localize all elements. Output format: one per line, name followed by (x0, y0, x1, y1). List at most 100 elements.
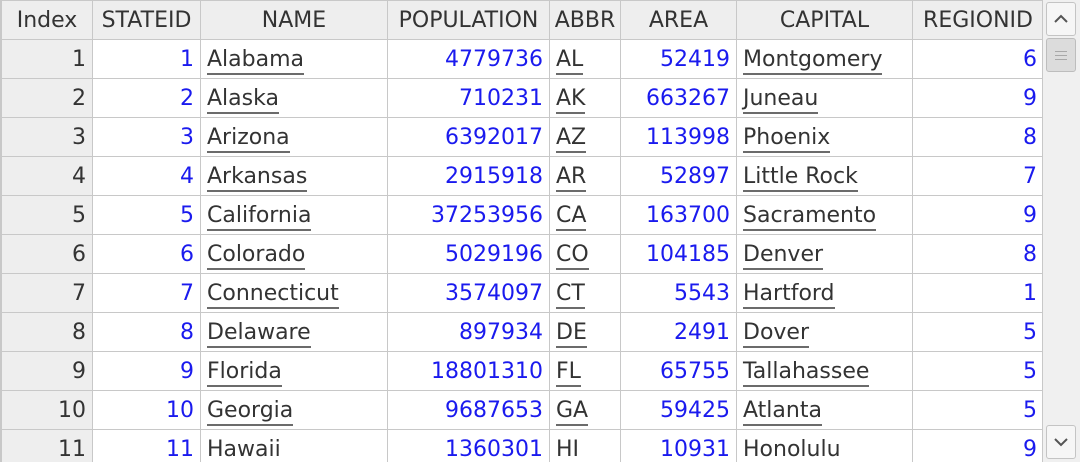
cell-index[interactable]: 11 (1, 429, 93, 462)
cell-population[interactable]: 9687653 (387, 390, 550, 430)
cell-abbr[interactable]: HI (549, 429, 621, 462)
cell-area[interactable]: 113998 (620, 117, 737, 157)
cell-index[interactable]: 7 (1, 273, 93, 313)
cell-regionid[interactable]: 8 (912, 234, 1043, 274)
cell-stateid[interactable]: 3 (92, 117, 201, 157)
cell-stateid[interactable]: 11 (92, 429, 201, 462)
cell-abbr[interactable]: AK (549, 78, 621, 118)
cell-population[interactable]: 6392017 (387, 117, 550, 157)
table-row[interactable]: 7 7 Connecticut 3574097 CT 5543 Hartford 1 (1, 273, 1043, 313)
cell-population[interactable]: 710231 (387, 78, 550, 118)
cell-population[interactable]: 5029196 (387, 234, 550, 274)
column-header-stateid[interactable]: STATEID (92, 0, 201, 40)
cell-regionid[interactable]: 9 (912, 429, 1043, 462)
table-row[interactable]: 3 3 Arizona 6392017 AZ 113998 Phoenix 8 (1, 117, 1043, 157)
cell-abbr[interactable]: CA (549, 195, 621, 235)
cell-population[interactable]: 2915918 (387, 156, 550, 196)
cell-index[interactable]: 1 (1, 39, 93, 79)
cell-stateid[interactable]: 1 (92, 39, 201, 79)
cell-name[interactable]: Alaska (200, 78, 388, 118)
column-header-capital[interactable]: CAPITAL (736, 0, 913, 40)
table-row[interactable]: 8 8 Delaware 897934 DE 2491 Dover 5 (1, 312, 1043, 352)
scrollbar-track[interactable] (1046, 38, 1076, 423)
column-header-index[interactable]: Index (1, 0, 93, 40)
table-row[interactable]: 1 1 Alabama 4779736 AL 52419 Montgomery 6 (1, 39, 1043, 79)
scroll-down-button[interactable] (1046, 425, 1076, 459)
cell-index[interactable]: 6 (1, 234, 93, 274)
cell-regionid[interactable]: 8 (912, 117, 1043, 157)
cell-population[interactable]: 897934 (387, 312, 550, 352)
cell-area[interactable]: 104185 (620, 234, 737, 274)
cell-stateid[interactable]: 8 (92, 312, 201, 352)
scroll-up-button[interactable] (1046, 2, 1076, 36)
cell-capital[interactable]: Phoenix (736, 117, 913, 157)
cell-capital[interactable]: Juneau (736, 78, 913, 118)
cell-index[interactable]: 10 (1, 390, 93, 430)
cell-area[interactable]: 65755 (620, 351, 737, 391)
cell-index[interactable]: 8 (1, 312, 93, 352)
column-header-area[interactable]: AREA (620, 0, 737, 40)
cell-name[interactable]: Delaware (200, 312, 388, 352)
cell-name[interactable]: Florida (200, 351, 388, 391)
cell-index[interactable]: 5 (1, 195, 93, 235)
cell-regionid[interactable]: 5 (912, 312, 1043, 352)
column-header-name[interactable]: NAME (200, 0, 388, 40)
cell-regionid[interactable]: 5 (912, 351, 1043, 391)
cell-name[interactable]: Arkansas (200, 156, 388, 196)
cell-name[interactable]: Alabama (200, 39, 388, 79)
table-row[interactable]: 11 11 Hawaii 1360301 HI 10931 Honolulu 9 (1, 429, 1043, 462)
cell-regionid[interactable]: 6 (912, 39, 1043, 79)
cell-population[interactable]: 18801310 (387, 351, 550, 391)
cell-stateid[interactable]: 2 (92, 78, 201, 118)
cell-population[interactable]: 1360301 (387, 429, 550, 462)
cell-capital[interactable]: Hartford (736, 273, 913, 313)
cell-area[interactable]: 5543 (620, 273, 737, 313)
cell-capital[interactable]: Little Rock (736, 156, 913, 196)
cell-name[interactable]: Hawaii (200, 429, 388, 462)
cell-stateid[interactable]: 6 (92, 234, 201, 274)
cell-abbr[interactable]: AZ (549, 117, 621, 157)
cell-area[interactable]: 59425 (620, 390, 737, 430)
cell-stateid[interactable]: 7 (92, 273, 201, 313)
table-row[interactable]: 6 6 Colorado 5029196 CO 104185 Denver 8 (1, 234, 1043, 274)
cell-regionid[interactable]: 5 (912, 390, 1043, 430)
cell-area[interactable]: 663267 (620, 78, 737, 118)
cell-capital[interactable]: Tallahassee (736, 351, 913, 391)
cell-capital[interactable]: Montgomery (736, 39, 913, 79)
column-header-regionid[interactable]: REGIONID (912, 0, 1043, 40)
cell-area[interactable]: 52419 (620, 39, 737, 79)
cell-capital[interactable]: Atlanta (736, 390, 913, 430)
cell-regionid[interactable]: 1 (912, 273, 1043, 313)
cell-index[interactable]: 3 (1, 117, 93, 157)
cell-stateid[interactable]: 4 (92, 156, 201, 196)
column-header-abbr[interactable]: ABBR (549, 0, 621, 40)
cell-population[interactable]: 4779736 (387, 39, 550, 79)
cell-capital[interactable]: Dover (736, 312, 913, 352)
cell-area[interactable]: 163700 (620, 195, 737, 235)
cell-name[interactable]: Connecticut (200, 273, 388, 313)
cell-index[interactable]: 9 (1, 351, 93, 391)
scrollbar-thumb[interactable] (1046, 38, 1076, 72)
cell-capital[interactable]: Denver (736, 234, 913, 274)
cell-area[interactable]: 2491 (620, 312, 737, 352)
cell-stateid[interactable]: 5 (92, 195, 201, 235)
cell-name[interactable]: Arizona (200, 117, 388, 157)
cell-abbr[interactable]: CO (549, 234, 621, 274)
cell-name[interactable]: Georgia (200, 390, 388, 430)
table-row[interactable]: 5 5 California 37253956 CA 163700 Sacramento 9 (1, 195, 1043, 235)
table-row[interactable]: 9 9 Florida 18801310 FL 65755 Tallahassee 5 (1, 351, 1043, 391)
column-header-population[interactable]: POPULATION (387, 0, 550, 40)
cell-abbr[interactable]: FL (549, 351, 621, 391)
cell-name[interactable]: Colorado (200, 234, 388, 274)
cell-stateid[interactable]: 9 (92, 351, 201, 391)
table-row[interactable]: 4 4 Arkansas 2915918 AR 52897 Little Rock 7 (1, 156, 1043, 196)
cell-population[interactable]: 3574097 (387, 273, 550, 313)
cell-area[interactable]: 52897 (620, 156, 737, 196)
cell-abbr[interactable]: GA (549, 390, 621, 430)
cell-index[interactable]: 4 (1, 156, 93, 196)
cell-capital[interactable]: Sacramento (736, 195, 913, 235)
cell-index[interactable]: 2 (1, 78, 93, 118)
cell-area[interactable]: 10931 (620, 429, 737, 462)
cell-regionid[interactable]: 9 (912, 195, 1043, 235)
cell-regionid[interactable]: 9 (912, 78, 1043, 118)
